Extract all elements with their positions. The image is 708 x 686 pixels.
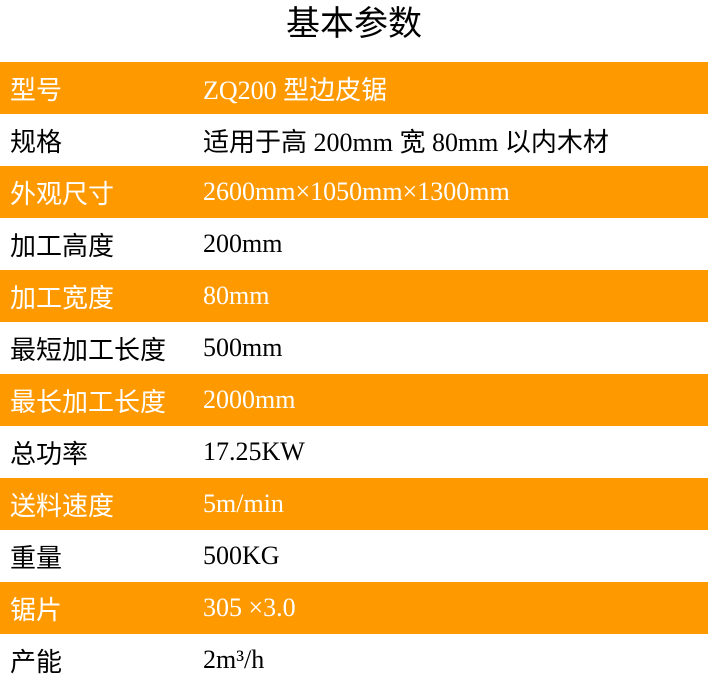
param-value: 2m³/h	[203, 645, 265, 674]
param-value: 200mm	[203, 229, 283, 258]
param-label: 型号	[10, 75, 63, 105]
param-value: 2000mm	[203, 385, 296, 414]
param-label: 送料速度	[10, 491, 115, 521]
param-label: 加工高度	[10, 231, 115, 261]
table-row: 重量 500KG	[0, 530, 708, 582]
param-label: 产能	[10, 647, 63, 677]
param-label: 外观尺寸	[10, 179, 115, 209]
param-label: 最长加工长度	[10, 387, 167, 417]
param-value: 5m/min	[203, 489, 284, 518]
table-row: 加工宽度 80mm	[0, 270, 708, 322]
table-row: 外观尺寸 2600mm×1050mm×1300mm	[0, 166, 708, 218]
param-label: 总功率	[10, 439, 89, 469]
param-label: 锯片	[10, 595, 63, 625]
param-label: 加工宽度	[10, 283, 115, 313]
param-value: 2600mm×1050mm×1300mm	[203, 177, 510, 206]
param-label: 规格	[10, 127, 63, 157]
param-value: 80mm	[203, 281, 270, 310]
table-row: 规格 适用于高 200mm 宽 80mm 以内木材	[0, 114, 708, 166]
table-row: 型号 ZQ200 型边皮锯	[0, 62, 708, 114]
param-value: 17.25KW	[203, 437, 305, 466]
table-row: 最长加工长度 2000mm	[0, 374, 708, 426]
table-row: 产能 2m³/h	[0, 634, 708, 686]
table-row: 总功率 17.25KW	[0, 426, 708, 478]
param-value: 500mm	[203, 333, 283, 362]
params-table: 型号 ZQ200 型边皮锯规格 适用于高 200mm 宽 80mm 以内木材外观尺寸…	[0, 62, 708, 686]
param-label: 重量	[10, 543, 63, 573]
table-row: 加工高度 200mm	[0, 218, 708, 270]
table-row: 锯片 305 ×3.0	[0, 582, 708, 634]
param-value: 适用于高 200mm 宽 80mm 以内木材	[203, 127, 609, 157]
param-label: 最短加工长度	[10, 335, 167, 365]
param-value: 500KG	[203, 541, 280, 570]
table-row: 最短加工长度 500mm	[0, 322, 708, 374]
table-row: 送料速度 5m/min	[0, 478, 708, 530]
param-value: ZQ200 型边皮锯	[203, 75, 388, 105]
page-title: 基本参数	[286, 6, 422, 43]
param-value: 305 ×3.0	[203, 593, 296, 622]
